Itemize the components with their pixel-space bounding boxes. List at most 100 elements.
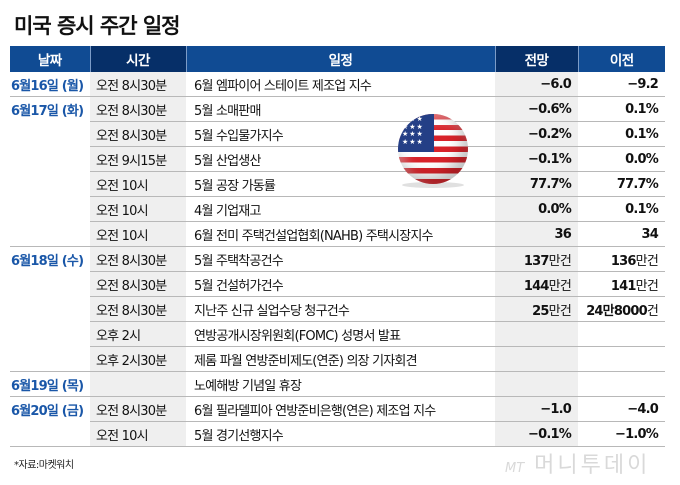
cell-date — [10, 421, 90, 447]
cell-previous: 0.1% — [578, 96, 665, 122]
cell-time: 오전 9시15분 — [90, 146, 186, 172]
previous-value: 34 — [641, 226, 659, 242]
cell-previous: 141만건 — [578, 271, 665, 297]
cell-previous: 0.0% — [578, 146, 665, 172]
cell-forecast: −6.0 — [495, 72, 578, 97]
previous-value: 24만8000 — [586, 303, 647, 319]
cell-previous: −4.0 — [578, 396, 665, 422]
cell-forecast — [495, 321, 578, 347]
header-event: 일정 — [185, 46, 495, 72]
cell-previous: 0.1% — [578, 121, 665, 147]
previous-value: 141 — [610, 278, 637, 294]
table-row: 오전 8시30분 지난주 신규 실업수당 청구건수 25만건 24만8000건 — [10, 296, 665, 322]
forecast-value: −1.0 — [540, 401, 572, 417]
cell-event: 4월 기업재고 — [186, 196, 495, 222]
cell-event: 제롬 파월 연방준비제도(연준) 의장 기자회견 — [186, 346, 495, 372]
cell-forecast: −0.1% — [495, 421, 578, 447]
forecast-value: 137 — [523, 253, 550, 269]
forecast-value: −6.0 — [540, 76, 572, 92]
previous-value: −1.0% — [615, 426, 659, 442]
previous-value: 0.1% — [625, 101, 659, 117]
cell-forecast: −0.1% — [495, 146, 578, 172]
cell-date: 6월20일 (금) — [10, 396, 90, 422]
flag-shadow — [402, 182, 464, 188]
cell-event: 5월 경기선행지수 — [186, 421, 495, 447]
cell-date — [10, 171, 90, 197]
cell-time: 오전 10시 — [90, 196, 186, 222]
table-row: 6월20일 (금) 오전 8시30분 6월 필라델피아 연방준비은행(연은) 제조업… — [10, 396, 665, 422]
cell-event: 지난주 신규 실업수당 청구건수 — [186, 296, 495, 322]
table-row: 오전 9시15분 5월 산업생산 −0.1% 0.0% — [10, 146, 665, 172]
cell-date — [10, 221, 90, 247]
forecast-unit: 만건 — [548, 253, 572, 269]
cell-event: 노예해방 기념일 휴장 — [186, 371, 495, 397]
forecast-unit: 만건 — [548, 278, 572, 294]
previous-unit: 만건 — [635, 278, 659, 294]
cell-time: 오전 8시30분 — [90, 246, 186, 272]
cell-time: 오전 8시30분 — [90, 396, 186, 422]
cell-time: 오후 2시30분 — [90, 346, 186, 372]
cell-previous: −1.0% — [578, 421, 665, 447]
cell-event: 연방공개시장위원회(FOMC) 성명서 발표 — [186, 321, 495, 347]
schedule-table: 날짜 시간 일정 전망 이전 6월16일 (월) 오전 8시30분 6월 엠파이어 … — [10, 46, 665, 447]
previous-value: −4.0 — [627, 401, 659, 417]
cell-time: 오후 2시 — [90, 321, 186, 347]
cell-date — [10, 121, 90, 147]
table-row: 6월18일 (수) 오전 8시30분 5월 주택착공건수 137만건 136만건 — [10, 246, 665, 272]
cell-time — [90, 371, 186, 397]
previous-value: 0.1% — [625, 201, 659, 217]
forecast-value: 77.7% — [529, 176, 572, 192]
table-header-row: 날짜 시간 일정 전망 이전 — [10, 46, 665, 72]
table-row: 오전 10시 6월 전미 주택건설업협회(NAHB) 주택시장지수 36 34 — [10, 221, 665, 247]
cell-previous: 34 — [578, 221, 665, 247]
cell-previous — [578, 321, 665, 347]
watermark-text: 머니투데이 — [534, 453, 651, 478]
cell-date: 6월19일 (목) — [10, 371, 90, 397]
forecast-value: −0.6% — [528, 101, 572, 117]
cell-previous — [578, 346, 665, 372]
header-previous: 이전 — [577, 46, 665, 72]
header-date: 날짜 — [10, 46, 90, 72]
us-flag-globe-icon: ★★★ ★★★ ★★★ ★★★ — [398, 114, 468, 184]
previous-value: 136 — [610, 253, 637, 269]
previous-value: 77.7% — [616, 176, 659, 192]
cell-forecast: −0.2% — [495, 121, 578, 147]
cell-previous: −9.2 — [578, 72, 665, 97]
forecast-value: 144 — [523, 278, 550, 294]
watermark-logo: MT 머니투데이 — [505, 447, 650, 479]
cell-date — [10, 296, 90, 322]
previous-value: 0.1% — [625, 126, 659, 142]
flag-canton: ★★★ ★★★ ★★★ ★★★ — [398, 114, 434, 152]
cell-time: 오전 8시30분 — [90, 72, 186, 97]
header-forecast: 전망 — [494, 46, 578, 72]
table-row: 오전 10시 4월 기업재고 0.0% 0.1% — [10, 196, 665, 222]
cell-previous: 0.1% — [578, 196, 665, 222]
forecast-value: 36 — [554, 226, 572, 242]
cell-event: 6월 엠파이어 스테이트 제조업 지수 — [186, 72, 495, 97]
table-row: 오전 8시30분 5월 수입물가지수 −0.2% 0.1% — [10, 121, 665, 147]
cell-forecast — [495, 346, 578, 372]
table-row: 오후 2시 연방공개시장위원회(FOMC) 성명서 발표 — [10, 321, 665, 347]
source-note: *자료:마켓워치 — [14, 460, 74, 471]
forecast-value: −0.2% — [528, 126, 572, 142]
cell-date: 6월16일 (월) — [10, 72, 90, 97]
previous-value: −9.2 — [627, 76, 659, 92]
table-row: 6월16일 (월) 오전 8시30분 6월 엠파이어 스테이트 제조업 지수 −6.0… — [10, 72, 665, 97]
cell-date — [10, 196, 90, 222]
table-row: 오전 10시 5월 경기선행지수 −0.1% −1.0% — [10, 421, 665, 447]
cell-forecast: 137만건 — [495, 246, 578, 272]
table-row: 6월17일 (화) 오전 8시30분 5월 소매판매 −0.6% 0.1% — [10, 96, 665, 122]
forecast-value: 0.0% — [538, 201, 572, 217]
cell-time: 오전 8시30분 — [90, 296, 186, 322]
cell-date — [10, 346, 90, 372]
previous-unit: 만건 — [635, 253, 659, 269]
cell-forecast: 0.0% — [495, 196, 578, 222]
cell-event: 6월 전미 주택건설업협회(NAHB) 주택시장지수 — [186, 221, 495, 247]
cell-forecast — [495, 371, 578, 397]
forecast-unit: 만건 — [548, 303, 572, 319]
cell-time: 오전 8시30분 — [90, 96, 186, 122]
cell-forecast: 77.7% — [495, 171, 578, 197]
cell-forecast: 144만건 — [495, 271, 578, 297]
forecast-value: 25 — [532, 303, 549, 319]
cell-date — [10, 146, 90, 172]
